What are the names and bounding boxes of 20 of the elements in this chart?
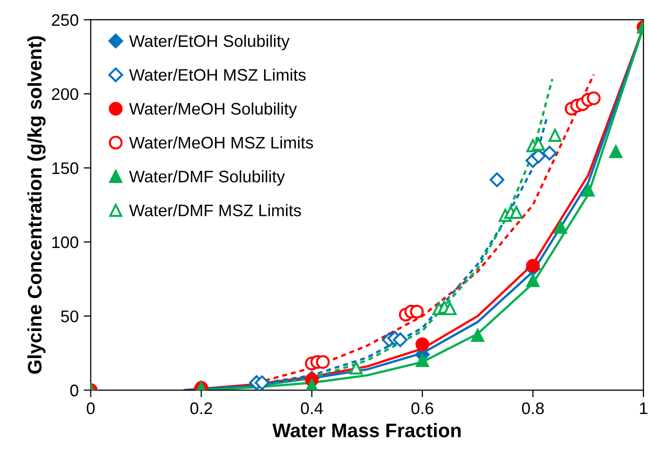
x-tick-label: 0 (86, 402, 95, 414)
y-tick-label: 200 (52, 88, 78, 100)
legend-label: Water/DMF Solubility (129, 170, 285, 186)
y-tick-label: 100 (52, 236, 78, 248)
y-tick-label: 50 (61, 310, 78, 322)
x-tick-label: 0.6 (411, 402, 434, 414)
y-axis-title: Glycine Concentration (g/kg solvent) (27, 36, 46, 374)
legend-label: Water/MeOH MSZ Limits (129, 136, 314, 149)
x-tick-label: 1 (640, 402, 648, 414)
legend-label: Water/EtOH MSZ Limits (129, 68, 306, 81)
legend-label: Water/MeOH Solubility (129, 102, 297, 118)
y-tick-label: 250 (52, 14, 78, 26)
y-tick-label: 150 (52, 162, 78, 174)
x-axis-title: Water Mass Fraction (272, 423, 461, 438)
y-tick-label: 0 (70, 384, 78, 396)
x-tick-label: 0.2 (190, 402, 212, 414)
legend-label: Water/EtOH Solubility (129, 34, 290, 50)
x-tick-label: 0.8 (522, 402, 544, 414)
x-tick-label: 0.4 (300, 402, 323, 414)
legend-label: Water/DMF MSZ Limits (129, 204, 301, 216)
